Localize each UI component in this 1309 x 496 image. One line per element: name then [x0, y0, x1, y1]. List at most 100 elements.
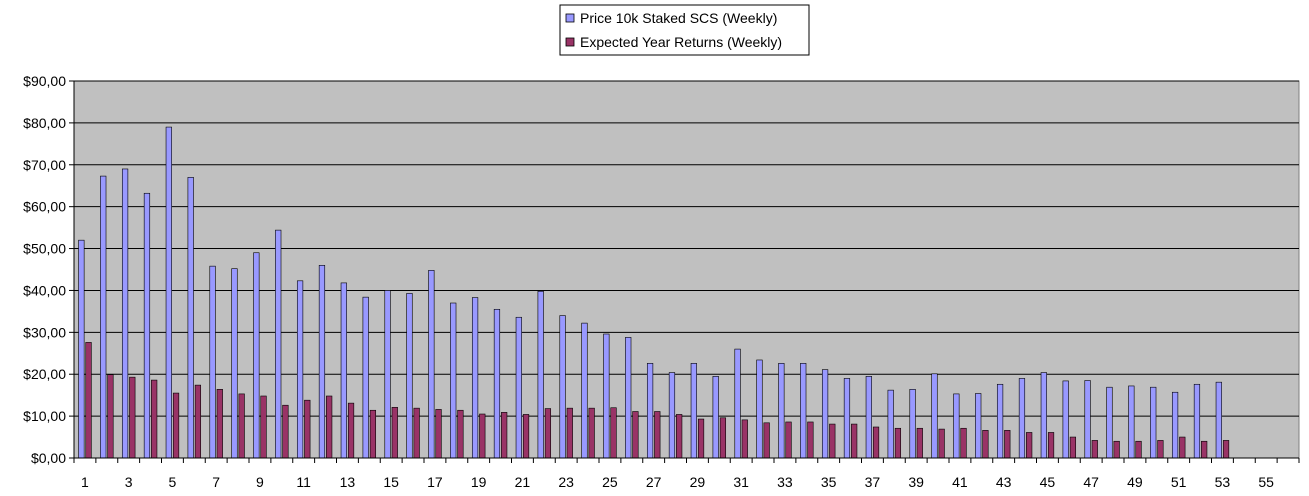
- y-tick-label: $0,00: [31, 450, 66, 466]
- bar-price: [1150, 386, 1157, 459]
- bar-returns: [326, 395, 333, 459]
- bar-returns: [610, 407, 617, 459]
- bar-price: [800, 363, 807, 459]
- bar-price: [1040, 372, 1047, 459]
- bar-returns: [829, 423, 836, 459]
- bar-returns: [413, 407, 420, 459]
- legend-box: [559, 4, 810, 56]
- bar-returns: [632, 411, 639, 459]
- legend-swatch-price: [565, 13, 575, 23]
- bar-returns: [916, 427, 923, 459]
- bar-price: [318, 265, 326, 459]
- legend-swatch-returns: [565, 37, 575, 47]
- x-tick-label: 43: [996, 474, 1012, 490]
- bar-price: [668, 372, 676, 459]
- bar-returns: [304, 399, 311, 459]
- bar-returns: [107, 374, 114, 459]
- bar-returns: [457, 409, 464, 459]
- bar-price: [603, 333, 610, 459]
- x-tick-label: 7: [212, 474, 220, 490]
- y-axis: $0,00 $10,00 $20,00 $30,00 $40,00 $50,00 $60,0…: [23, 73, 75, 466]
- bar-price: [450, 302, 457, 459]
- bar-returns: [1179, 436, 1186, 459]
- bar-price: [953, 393, 960, 459]
- x-tick-label: 53: [1215, 474, 1231, 490]
- bar-returns: [872, 426, 880, 459]
- bar-returns: [588, 407, 595, 459]
- bar-price: [778, 363, 785, 459]
- bar-returns: [851, 423, 858, 459]
- bar-returns: [1113, 440, 1120, 459]
- bar-returns: [369, 409, 377, 459]
- bar-returns: [85, 342, 92, 459]
- x-tick-label: 31: [733, 474, 749, 490]
- x-tick-label: 9: [256, 474, 264, 490]
- y-tick-label: $40,00: [23, 282, 66, 298]
- bar-price: [887, 389, 894, 459]
- bar-returns: [960, 427, 967, 459]
- bar-returns: [172, 392, 180, 459]
- bar-returns: [566, 407, 573, 459]
- y-tick-label: $30,00: [23, 324, 66, 340]
- bar-price: [78, 239, 85, 459]
- bar-returns: [151, 379, 158, 459]
- bar-price: [1128, 385, 1135, 459]
- bar-returns: [1201, 440, 1208, 459]
- bar-price: [559, 315, 566, 459]
- x-tick-label: 33: [777, 474, 793, 490]
- bar-returns: [938, 428, 945, 459]
- x-tick-label: 15: [383, 474, 399, 490]
- bar-returns: [479, 413, 486, 459]
- bar-price: [275, 229, 282, 459]
- bar-price: [428, 270, 435, 459]
- legend-label-returns: Expected Year Returns (Weekly): [580, 34, 782, 50]
- bar-price: [384, 290, 391, 459]
- bar-price: [756, 359, 763, 459]
- bar-price: [143, 192, 151, 459]
- bar-returns: [1069, 436, 1077, 459]
- bar-price: [493, 308, 501, 459]
- bar-price: [646, 363, 654, 459]
- bar-price: [996, 383, 1004, 459]
- bar-returns: [260, 395, 267, 459]
- bar-returns: [654, 411, 661, 459]
- x-tick-label: 39: [908, 474, 924, 490]
- bar-price: [187, 177, 194, 459]
- y-tick-label: $90,00: [23, 73, 66, 89]
- bar-returns: [522, 414, 530, 459]
- x-tick-label: 35: [821, 474, 837, 490]
- y-tick-label: $10,00: [23, 408, 66, 424]
- bar-returns: [1004, 430, 1011, 459]
- bar-returns: [697, 418, 705, 459]
- y-tick-label: $50,00: [23, 241, 66, 257]
- bar-price: [231, 268, 238, 459]
- bar-price: [821, 369, 829, 459]
- x-tick-label: 23: [558, 474, 574, 490]
- bar-returns: [544, 408, 552, 459]
- bar-returns: [347, 402, 355, 459]
- x-tick-label: 13: [340, 474, 356, 490]
- bar-price: [165, 126, 172, 459]
- x-tick-label: 51: [1171, 474, 1187, 490]
- bar-price: [253, 252, 260, 459]
- x-tick-label: 5: [169, 474, 177, 490]
- x-tick-label: 45: [1040, 474, 1056, 490]
- bar-price: [712, 376, 719, 459]
- bar-returns: [894, 427, 902, 459]
- bar-price: [362, 296, 369, 459]
- x-tick-label: 25: [602, 474, 618, 490]
- bar-returns: [676, 414, 683, 459]
- y-tick-label: $80,00: [23, 115, 66, 131]
- bar-price: [975, 393, 982, 459]
- x-tick-label: 55: [1258, 474, 1274, 490]
- x-tick-label: 27: [646, 474, 662, 490]
- bar-returns: [238, 393, 245, 459]
- y-tick-label: $70,00: [23, 157, 66, 173]
- bar-price: [121, 168, 129, 459]
- bar-price: [1018, 378, 1026, 459]
- x-tick-label: 19: [471, 474, 487, 490]
- bar-price: [100, 175, 107, 459]
- bar-returns: [1135, 440, 1142, 459]
- bar-price: [1193, 383, 1201, 459]
- legend: Price 10k Staked SCS (Weekly) Expected Y…: [559, 4, 810, 56]
